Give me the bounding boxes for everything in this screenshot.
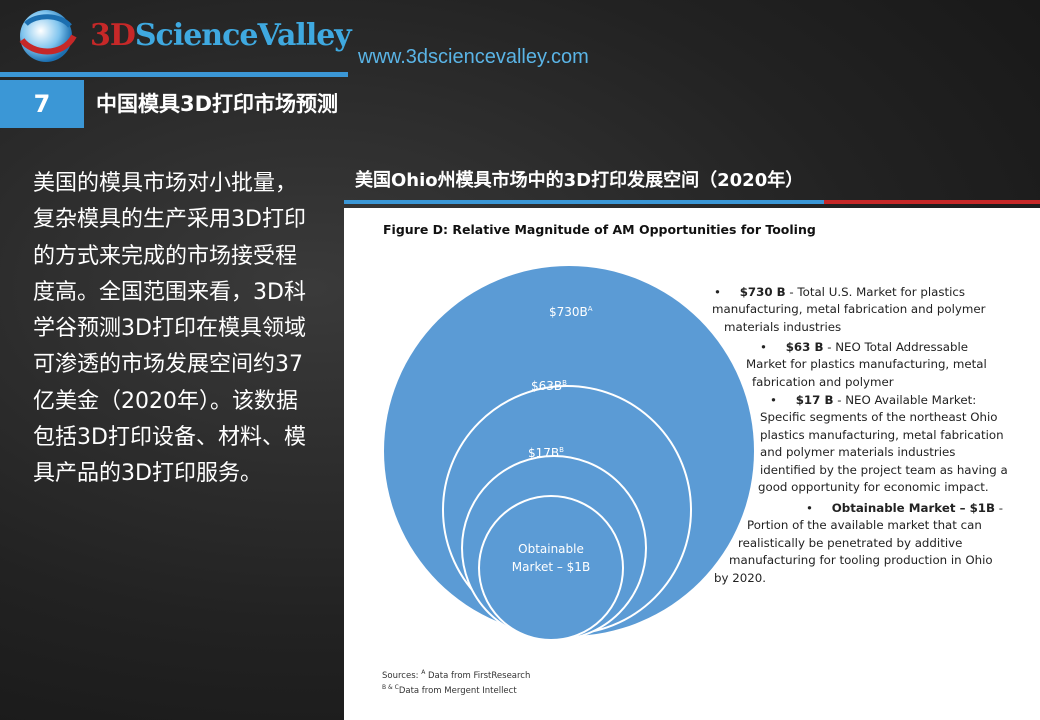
section-divider-blue xyxy=(344,200,824,204)
bubble-label-obtainable-2: Market – $1B xyxy=(512,560,590,574)
bubble-label-obtainable-1: Obtainable xyxy=(518,542,584,556)
slide-number: 7 xyxy=(0,80,84,128)
slide-title: 中国模具3D打印市场预测 xyxy=(96,92,339,116)
section-divider-red xyxy=(824,200,1040,204)
bubble-label-17b: $17BB xyxy=(528,446,564,460)
site-url[interactable]: www.3dsciencevalley.com xyxy=(358,46,589,68)
desc-730b: • $730 B - Total U.S. Market for plastic… xyxy=(712,285,986,334)
header-divider xyxy=(0,72,348,77)
bubble-label-730b: $730BA xyxy=(549,305,593,319)
figure-panel: Figure D: Relative Magnitude of AM Oppor… xyxy=(344,208,1040,720)
bubble-obtainable xyxy=(478,495,624,641)
desc-63b: • $63 B - NEO Total Addressable Market f… xyxy=(746,340,987,389)
figure-sources: Sources: A Data from FirstResearch B & C… xyxy=(382,669,531,696)
figure-title: Figure D: Relative Magnitude of AM Oppor… xyxy=(383,222,816,237)
nested-bubble-chart: $730BA $63BB $17BB Obtainable Market – $… xyxy=(384,266,754,641)
brand-logo: 3DScienceValley xyxy=(12,6,352,66)
bubble-label-63b: $63BB xyxy=(531,379,567,393)
brand-logo-text: 3DScienceValley xyxy=(90,18,352,53)
desc-17b: • $17 B - NEO Available Market: Specific… xyxy=(758,393,1008,495)
left-body-text: 美国的模具市场对小批量，复杂模具的生产采用3D打印的方式来完成的市场接受程度高。… xyxy=(33,171,306,487)
globe-logo-icon xyxy=(19,10,77,62)
section-title: 美国Ohio州模具市场中的3D打印发展空间（2020年） xyxy=(355,170,804,191)
desc-obtainable: • Obtainable Market – $1B - Portion of t… xyxy=(714,501,1004,585)
